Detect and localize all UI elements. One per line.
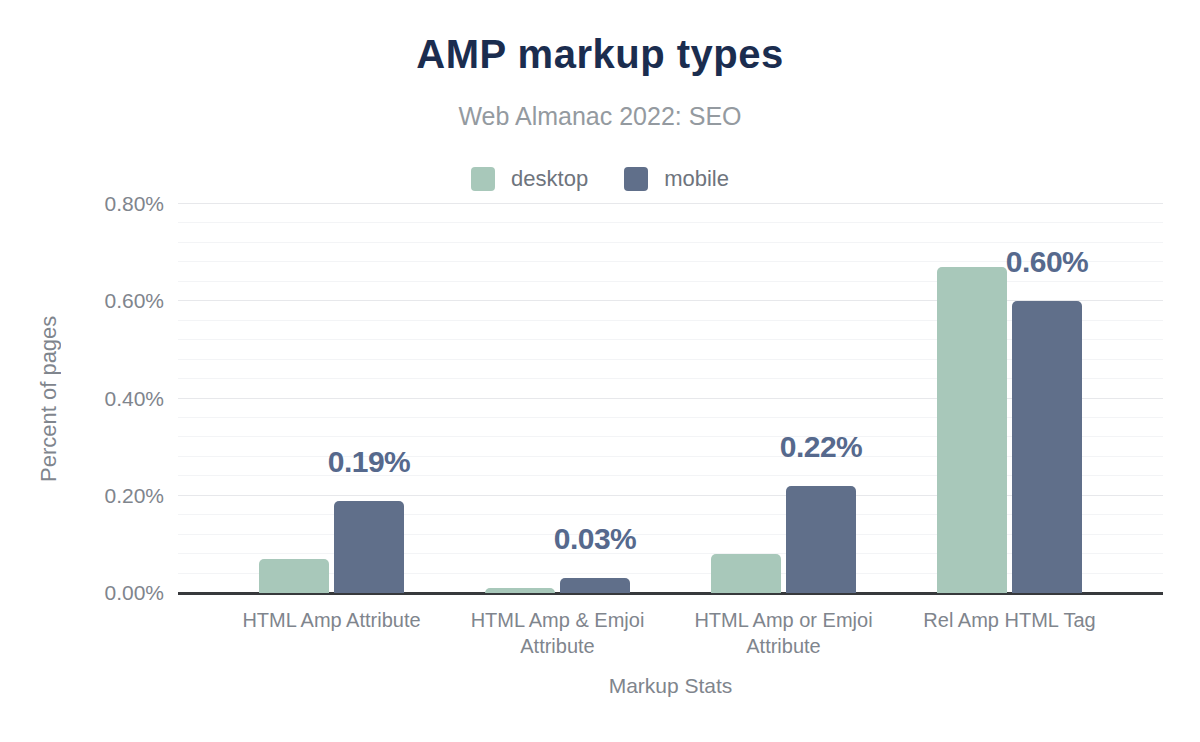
- x-axis-title: Markup Stats: [178, 674, 1163, 698]
- legend: desktop mobile: [0, 166, 1200, 192]
- bar-mobile[interactable]: [786, 486, 856, 593]
- bar-desktop[interactable]: [937, 267, 1007, 593]
- gridline: [178, 222, 1163, 223]
- bar-mobile[interactable]: [1012, 301, 1082, 593]
- y-axis-ticks: 0.00%0.20%0.40%0.60%0.80%: [0, 204, 164, 593]
- legend-label: desktop: [511, 166, 588, 192]
- legend-item-mobile[interactable]: mobile: [624, 166, 729, 192]
- data-label: 0.19%: [328, 445, 411, 479]
- y-tick-label: 0.80%: [0, 191, 164, 217]
- y-tick-label: 0.20%: [0, 483, 164, 509]
- legend-swatch-icon: [471, 167, 495, 191]
- bar-desktop[interactable]: [259, 559, 329, 593]
- x-category-label: Rel Amp HTML Tag: [888, 607, 1132, 633]
- y-tick-label: 0.40%: [0, 386, 164, 412]
- bar-desktop[interactable]: [485, 588, 555, 593]
- gridline: [178, 203, 1163, 204]
- bar-mobile[interactable]: [334, 501, 404, 593]
- gridline: [178, 281, 1163, 282]
- data-label: 0.22%: [780, 430, 863, 464]
- plot-area: 0.19%0.03%0.22%0.60%HTML Amp AttributeHT…: [178, 204, 1163, 593]
- data-label: 0.60%: [1006, 245, 1089, 279]
- x-category-label: HTML Amp & Emjoi Attribute: [436, 607, 680, 659]
- chart-title: AMP markup types: [0, 32, 1200, 77]
- legend-label: mobile: [664, 166, 729, 192]
- x-category-label: HTML Amp or Emjoi Attribute: [662, 607, 906, 659]
- chart-subtitle: Web Almanac 2022: SEO: [0, 102, 1200, 131]
- data-label: 0.03%: [554, 522, 637, 556]
- bar-mobile[interactable]: [560, 578, 630, 593]
- amp-markup-types-chart: AMP markup types Web Almanac 2022: SEO d…: [0, 0, 1200, 742]
- legend-item-desktop[interactable]: desktop: [471, 166, 588, 192]
- gridline: [178, 242, 1163, 243]
- bar-desktop[interactable]: [711, 554, 781, 593]
- x-category-label: HTML Amp Attribute: [210, 607, 454, 633]
- legend-swatch-icon: [624, 167, 648, 191]
- y-tick-label: 0.00%: [0, 580, 164, 606]
- y-tick-label: 0.60%: [0, 288, 164, 314]
